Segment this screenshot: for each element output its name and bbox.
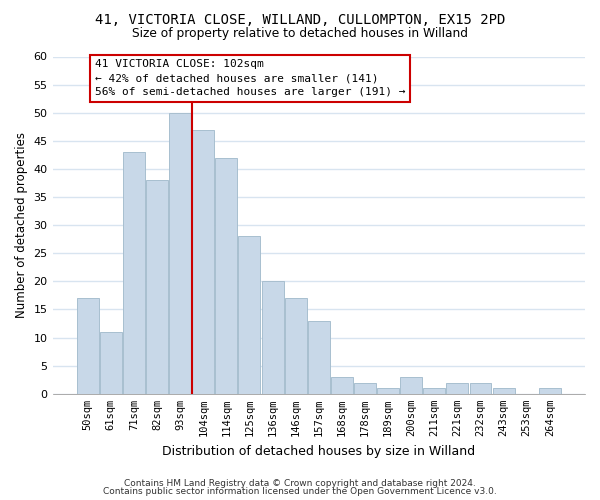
Bar xyxy=(262,282,284,394)
Bar xyxy=(493,388,515,394)
Bar xyxy=(446,382,469,394)
Y-axis label: Number of detached properties: Number of detached properties xyxy=(15,132,28,318)
Bar xyxy=(354,382,376,394)
Text: 41 VICTORIA CLOSE: 102sqm
← 42% of detached houses are smaller (141)
56% of semi: 41 VICTORIA CLOSE: 102sqm ← 42% of detac… xyxy=(95,60,405,98)
Bar xyxy=(308,320,330,394)
Bar xyxy=(238,236,260,394)
Bar xyxy=(169,112,191,394)
Bar xyxy=(192,130,214,394)
Bar xyxy=(284,298,307,394)
Text: Contains public sector information licensed under the Open Government Licence v3: Contains public sector information licen… xyxy=(103,487,497,496)
Text: Size of property relative to detached houses in Willand: Size of property relative to detached ho… xyxy=(132,28,468,40)
Bar xyxy=(400,377,422,394)
X-axis label: Distribution of detached houses by size in Willand: Distribution of detached houses by size … xyxy=(162,444,475,458)
Text: Contains HM Land Registry data © Crown copyright and database right 2024.: Contains HM Land Registry data © Crown c… xyxy=(124,478,476,488)
Bar xyxy=(146,180,168,394)
Bar xyxy=(123,152,145,394)
Text: 41, VICTORIA CLOSE, WILLAND, CULLOMPTON, EX15 2PD: 41, VICTORIA CLOSE, WILLAND, CULLOMPTON,… xyxy=(95,12,505,26)
Bar xyxy=(215,158,238,394)
Bar xyxy=(100,332,122,394)
Bar xyxy=(470,382,491,394)
Bar xyxy=(331,377,353,394)
Bar xyxy=(539,388,561,394)
Bar xyxy=(377,388,399,394)
Bar xyxy=(424,388,445,394)
Bar xyxy=(77,298,98,394)
